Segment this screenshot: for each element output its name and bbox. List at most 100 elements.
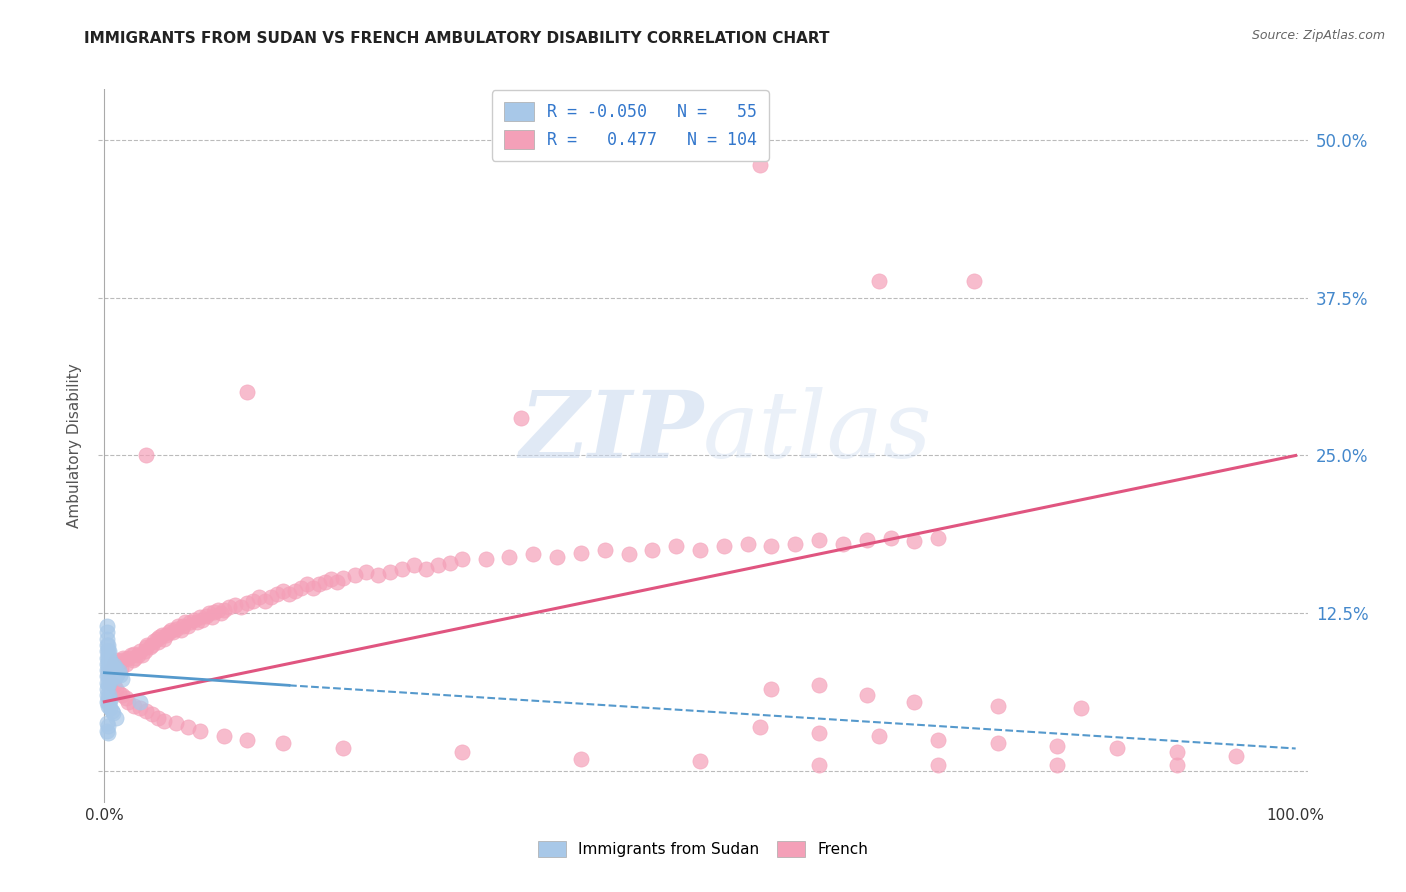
Point <box>155 628 177 642</box>
Point <box>202 605 225 619</box>
Point <box>212 602 235 616</box>
Point <box>785 537 807 551</box>
Point <box>129 695 152 709</box>
Point <box>165 716 187 731</box>
Point <box>737 537 759 551</box>
Point <box>748 720 770 734</box>
Point <box>231 600 253 615</box>
Point <box>641 543 664 558</box>
Point <box>98 675 121 690</box>
Point <box>103 658 125 673</box>
Point <box>96 632 118 646</box>
Point <box>198 607 221 621</box>
Point <box>325 574 347 589</box>
Point <box>569 751 592 765</box>
Point <box>141 707 163 722</box>
Point <box>96 638 118 652</box>
Point <box>319 572 342 586</box>
Point <box>105 669 128 683</box>
Point <box>963 274 986 288</box>
Point <box>97 663 120 677</box>
Point <box>111 689 134 703</box>
Point <box>1225 749 1247 764</box>
Point <box>808 678 831 692</box>
Point <box>761 540 783 554</box>
Point <box>96 619 118 633</box>
Point <box>96 723 118 738</box>
Point <box>242 593 264 607</box>
Point <box>927 758 949 772</box>
Point <box>290 581 312 595</box>
Point <box>101 660 124 674</box>
Point <box>98 663 121 677</box>
Point <box>186 615 208 630</box>
Point <box>96 657 118 671</box>
Point <box>174 615 197 630</box>
Point <box>107 667 129 681</box>
Point <box>177 720 200 734</box>
Point <box>903 695 925 709</box>
Point <box>101 706 124 720</box>
Point <box>96 650 118 665</box>
Point <box>856 533 879 547</box>
Point <box>98 701 121 715</box>
Point <box>1166 758 1188 772</box>
Point <box>96 682 118 697</box>
Point <box>135 704 157 718</box>
Point <box>546 549 568 564</box>
Point <box>112 650 135 665</box>
Point <box>107 665 129 679</box>
Point <box>498 549 520 564</box>
Point <box>450 552 472 566</box>
Point <box>177 619 200 633</box>
Point <box>122 647 145 661</box>
Point <box>153 632 176 646</box>
Point <box>98 657 121 671</box>
Point <box>593 543 616 558</box>
Point <box>101 668 124 682</box>
Point <box>332 571 354 585</box>
Point <box>98 693 121 707</box>
Text: ZIP: ZIP <box>519 387 703 476</box>
Point <box>927 732 949 747</box>
Point <box>127 648 149 662</box>
Point <box>110 660 132 674</box>
Point <box>665 540 688 554</box>
Point <box>97 678 120 692</box>
Point <box>474 552 496 566</box>
Point <box>98 650 121 665</box>
Point <box>278 587 301 601</box>
Point <box>97 698 120 713</box>
Point <box>266 587 288 601</box>
Point <box>808 758 831 772</box>
Point <box>135 640 157 655</box>
Point <box>120 648 142 662</box>
Point <box>103 657 125 671</box>
Point <box>987 698 1010 713</box>
Point <box>194 608 217 623</box>
Point <box>107 686 129 700</box>
Point <box>100 663 122 677</box>
Point <box>569 546 592 560</box>
Point <box>103 678 125 692</box>
Point <box>380 565 402 579</box>
Point <box>146 632 169 646</box>
Point <box>146 635 169 649</box>
Point <box>218 600 240 615</box>
Point <box>98 696 121 710</box>
Point <box>162 625 184 640</box>
Point <box>146 711 169 725</box>
Point <box>183 613 205 627</box>
Point <box>96 689 118 703</box>
Point <box>689 543 711 558</box>
Point <box>391 562 413 576</box>
Point <box>209 607 232 621</box>
Point <box>169 623 191 637</box>
Point <box>254 593 277 607</box>
Point <box>1166 745 1188 759</box>
Point <box>136 638 159 652</box>
Point <box>135 449 157 463</box>
Point <box>124 650 146 665</box>
Point <box>713 540 735 554</box>
Point <box>165 622 187 636</box>
